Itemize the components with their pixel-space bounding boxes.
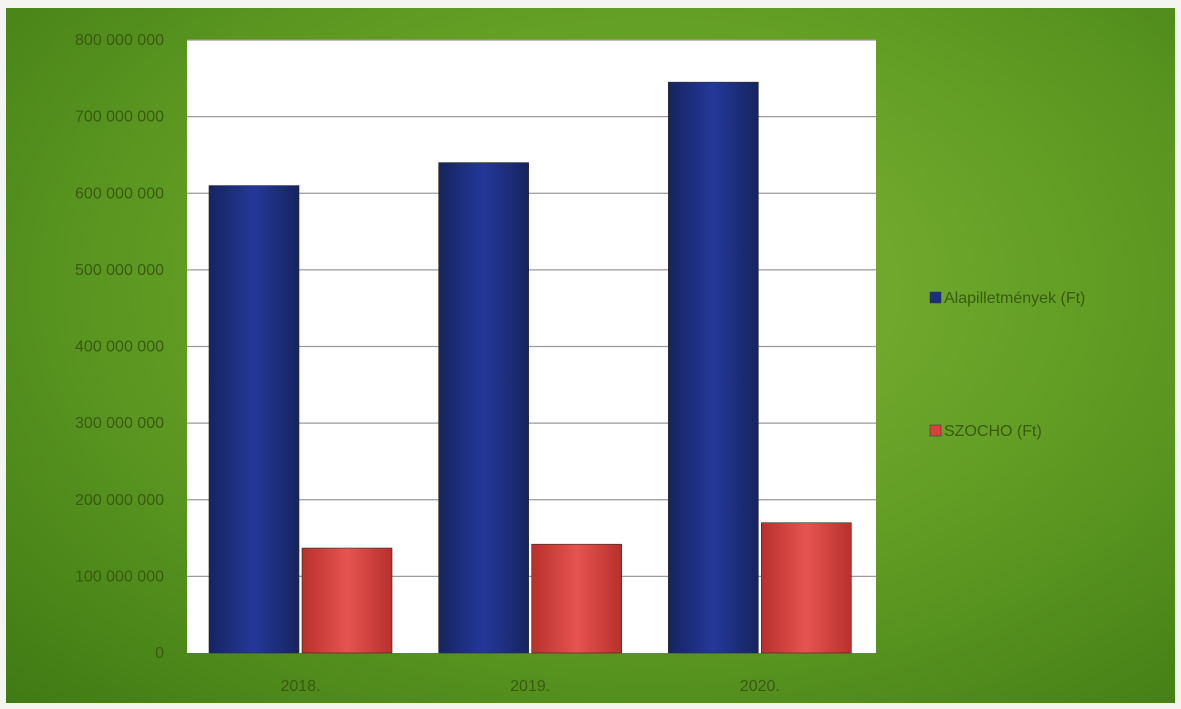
y-tick-label: 400 000 000	[75, 339, 164, 356]
x-axis-categories: 2018. 2019. 2020.	[280, 678, 779, 695]
y-tick-label: 800 000 000	[75, 32, 164, 49]
y-tick-label: 700 000 000	[75, 109, 164, 126]
legend-label: Alapilletmények (Ft)	[944, 290, 1085, 307]
bars	[208, 81, 852, 654]
bar-alapilletmenyek	[668, 81, 759, 654]
legend-swatch	[929, 424, 942, 437]
y-tick-label: 200 000 000	[75, 492, 164, 509]
x-category-label: 2019.	[510, 678, 550, 695]
bar-szocho	[301, 547, 393, 654]
bar-chart: 0 100 000 000 200 000 000 300 000 000 400 00…	[75, 32, 1085, 695]
x-category-label: 2020.	[740, 678, 780, 695]
x-category-label: 2018.	[280, 678, 320, 695]
legend-label: SZOCHO (Ft)	[944, 423, 1042, 440]
y-tick-label: 500 000 000	[75, 262, 164, 279]
bar-alapilletmenyek	[208, 185, 300, 654]
legend: Alapilletmények (Ft) SZOCHO (Ft)	[929, 290, 1085, 440]
y-tick-label: 600 000 000	[75, 185, 164, 202]
chart-frame: 0 100 000 000 200 000 000 300 000 000 400 00…	[6, 8, 1175, 703]
y-tick-label: 300 000 000	[75, 415, 164, 432]
bar-szocho	[531, 543, 622, 654]
bar-alapilletmenyek	[438, 162, 529, 654]
y-axis-ticks: 0 100 000 000 200 000 000 300 000 000 400 00…	[75, 32, 164, 662]
legend-swatch	[929, 291, 942, 304]
y-tick-label: 100 000 000	[75, 568, 164, 585]
y-tick-label: 0	[155, 645, 164, 662]
bar-szocho	[761, 522, 852, 654]
